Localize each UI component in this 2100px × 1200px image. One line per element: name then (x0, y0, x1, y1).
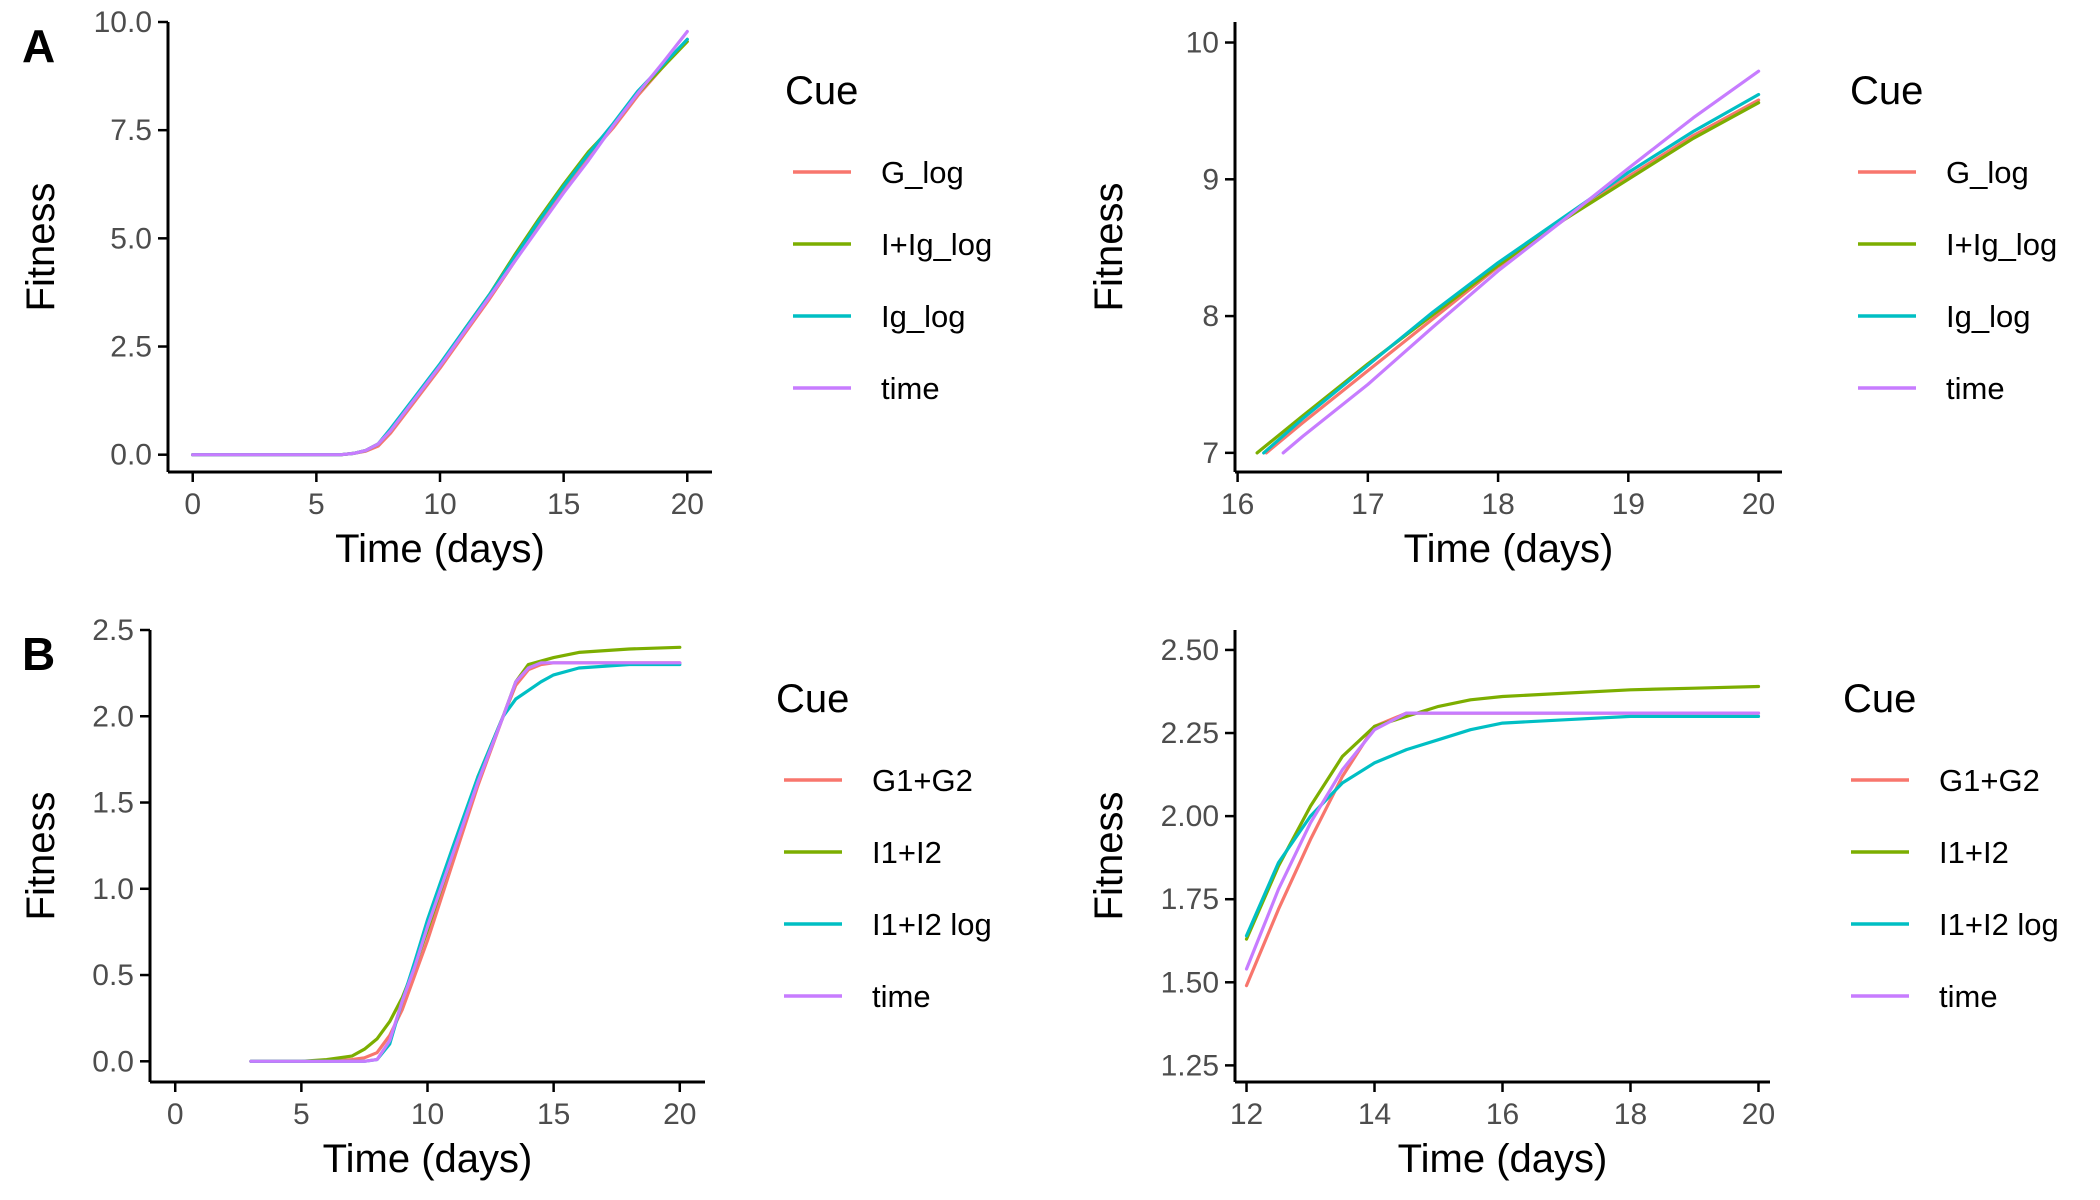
y-tick-label: 2.5 (92, 614, 134, 647)
x-tick-label: 20 (663, 1098, 696, 1131)
x-tick-label: 15 (547, 488, 580, 521)
series-line-g1-g2 (1244, 711, 1761, 988)
legend-label: Ig_log (881, 299, 965, 334)
x-tick-label: 20 (1742, 1098, 1775, 1131)
y-tick-label: 2.00 (1161, 800, 1219, 833)
series-line-i-ig-log (1255, 101, 1761, 455)
x-tick-label: 15 (537, 1098, 570, 1131)
x-tick-label: 14 (1358, 1098, 1391, 1131)
y-tick-label: 1.50 (1161, 966, 1219, 999)
legend-label: time (1939, 979, 1998, 1014)
y-tick-label: 8 (1202, 300, 1219, 333)
series-line-g1-g2 (249, 661, 682, 1063)
x-axis-title: Time (days) (335, 527, 545, 571)
series-line-time (1281, 69, 1761, 455)
x-axis-title: Time (days) (1404, 527, 1614, 571)
y-tick-label: 0.5 (92, 959, 134, 992)
legend-label: time (881, 371, 940, 406)
y-tick-label: 1.25 (1161, 1049, 1219, 1082)
y-tick-label: 2.25 (1161, 717, 1219, 750)
series-line-g-log (1264, 98, 1761, 455)
series-line-i-ig-log (191, 39, 689, 457)
x-tick-label: 19 (1612, 488, 1645, 521)
y-tick-label: 5.0 (110, 222, 152, 255)
legend-label: Ig_log (1946, 299, 2030, 334)
x-axis-title: Time (days) (323, 1137, 533, 1181)
x-tick-label: 16 (1221, 488, 1254, 521)
series-line-ig-log (1262, 92, 1761, 455)
x-tick-label: 0 (167, 1098, 184, 1131)
legend-label: G_log (881, 155, 964, 190)
x-tick-label: 5 (293, 1098, 310, 1131)
x-tick-label: 5 (308, 488, 325, 521)
legend-title: Cue (776, 677, 849, 721)
x-tick-label: 12 (1230, 1098, 1263, 1131)
series-line-time (191, 29, 689, 457)
series-line-g-log (191, 37, 689, 457)
x-tick-label: 16 (1486, 1098, 1519, 1131)
legend-title: Cue (785, 69, 858, 113)
legend-label: I1+I2 log (872, 907, 992, 942)
x-tick-label: 20 (1742, 488, 1775, 521)
x-tick-label: 10 (411, 1098, 444, 1131)
x-tick-label: 18 (1614, 1098, 1647, 1131)
panel-label-b: B (22, 628, 55, 680)
panel-label-a: A (22, 20, 55, 72)
chart-panel-a-right: 16 17 18 19 20 7 8 9 10 Time (days) Fitness Cue G_lo… (1087, 22, 2057, 571)
y-axis-title: Fitness (19, 792, 63, 921)
y-tick-label: 10 (1186, 27, 1219, 60)
legend: Cue G1+G2 I1+I2 I1+I2 log time (776, 677, 992, 1014)
x-tick-label: 0 (184, 488, 201, 521)
series-line-i1-i2 (249, 645, 682, 1063)
legend-label: I1+I2 log (1939, 907, 2059, 942)
series-line-time (1244, 711, 1761, 971)
x-tick-label: 17 (1351, 488, 1384, 521)
y-tick-label: 1.0 (92, 873, 134, 906)
y-tick-label: 1.75 (1161, 883, 1219, 916)
y-tick-label: 7.5 (110, 114, 152, 147)
series-line-i1-i2 (1244, 684, 1761, 941)
chart-panel-b-left: 0 5 10 15 20 0.0 0.5 1.0 1.5 2.0 2.5 Time (days) Fit… (19, 614, 992, 1181)
x-tick-label: 18 (1481, 488, 1514, 521)
y-axis-title: Fitness (1087, 183, 1131, 312)
y-axis-title: Fitness (1087, 792, 1131, 921)
y-tick-label: 2.5 (110, 331, 152, 364)
y-tick-label: 7 (1202, 437, 1219, 470)
y-tick-label: 0.0 (92, 1045, 134, 1078)
legend-label: I+Ig_log (881, 227, 992, 262)
series-line-time (249, 661, 682, 1063)
legend-label: time (872, 979, 931, 1014)
series-line-i1-i2-log (1244, 714, 1761, 938)
legend-label: I+Ig_log (1946, 227, 2057, 262)
y-tick-label: 1.5 (92, 787, 134, 820)
chart-panel-b-right: 12 14 16 18 20 1.25 1.50 1.75 2.00 2.25 2.50 Time (… (1087, 630, 2059, 1181)
legend-label: G_log (1946, 155, 2029, 190)
y-axis-title: Fitness (19, 183, 63, 312)
legend-label: I1+I2 (1939, 835, 2009, 870)
legend-label: G1+G2 (872, 763, 973, 798)
legend-title: Cue (1850, 69, 1923, 113)
series-line-i1-i2-log (249, 662, 682, 1063)
legend-label: time (1946, 371, 2005, 406)
legend: Cue G1+G2 I1+I2 I1+I2 log time (1843, 677, 2059, 1014)
series-line-ig-log (191, 37, 689, 457)
legend-label: G1+G2 (1939, 763, 2040, 798)
legend-label: I1+I2 (872, 835, 942, 870)
chart-panel-a-left: 0 5 10 15 20 0.0 2.5 5.0 7.5 10.0 Time (days) Fitne… (19, 6, 992, 571)
x-tick-label: 10 (423, 488, 456, 521)
y-tick-label: 9 (1202, 163, 1219, 196)
x-tick-label: 20 (671, 488, 704, 521)
y-tick-label: 2.50 (1161, 634, 1219, 667)
y-tick-label: 10.0 (94, 6, 152, 39)
x-axis-title: Time (days) (1398, 1137, 1608, 1181)
y-tick-label: 2.0 (92, 700, 134, 733)
legend-title: Cue (1843, 677, 1916, 721)
y-tick-label: 0.0 (110, 439, 152, 472)
